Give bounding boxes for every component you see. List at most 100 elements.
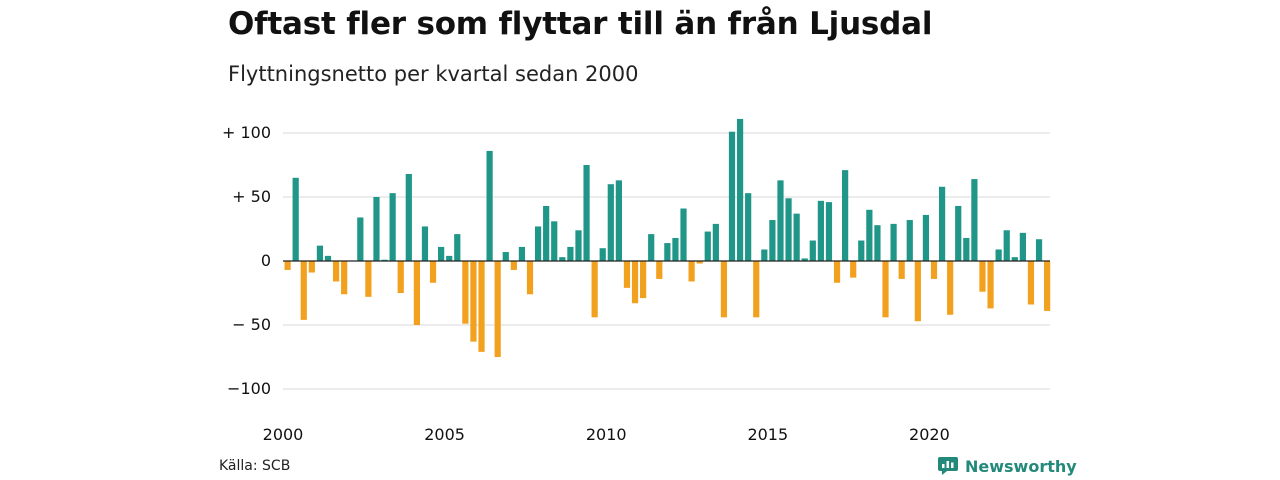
bar <box>365 261 372 297</box>
bar <box>373 197 380 261</box>
bar <box>526 261 534 295</box>
bar <box>769 220 776 261</box>
bar <box>640 261 647 299</box>
bar <box>801 258 808 261</box>
bar <box>793 213 800 261</box>
bar <box>890 223 897 261</box>
bar <box>914 261 921 322</box>
chart-subtitle: Flyttningsnetto per kvartal sedan 2000 <box>228 62 639 86</box>
bar <box>906 220 913 261</box>
bar <box>607 184 614 261</box>
bar <box>1011 257 1018 261</box>
bar <box>664 243 671 261</box>
y-tick-label: − 50 <box>232 315 271 334</box>
bar <box>971 179 978 261</box>
bar <box>615 180 622 261</box>
bar <box>745 193 752 261</box>
y-tick-label: 0 <box>261 251 271 270</box>
bar <box>938 186 946 261</box>
bar <box>947 261 954 315</box>
bar <box>696 261 703 264</box>
bar <box>599 248 606 261</box>
bar <box>688 261 695 282</box>
bar <box>858 240 865 261</box>
source-note: Källa: SCB <box>219 458 291 474</box>
bar <box>728 131 736 261</box>
bar <box>623 261 631 288</box>
bar <box>930 261 938 279</box>
bar <box>922 214 930 261</box>
x-axis-labels: 2000 2005 2010 2015 2020 <box>263 425 950 444</box>
bar <box>405 173 412 261</box>
bar <box>478 261 485 352</box>
bar <box>648 234 655 261</box>
y-tick-label: + 100 <box>222 123 271 142</box>
bar <box>583 165 590 261</box>
bar <box>543 205 550 261</box>
y-tick-label: + 50 <box>232 187 271 206</box>
bar <box>1027 261 1035 305</box>
bar <box>421 226 429 261</box>
bar <box>825 202 833 261</box>
bar <box>300 261 307 320</box>
bar <box>518 246 526 261</box>
brand-name: Newsworthy <box>965 456 1077 476</box>
bar <box>381 259 388 261</box>
bar <box>704 231 711 261</box>
bar <box>898 261 905 279</box>
bar <box>551 221 558 261</box>
bar <box>454 234 461 261</box>
bar <box>753 261 760 318</box>
bar <box>1035 239 1043 261</box>
bar <box>720 261 728 318</box>
bar <box>502 252 509 261</box>
bar <box>438 246 445 261</box>
bar <box>963 237 970 261</box>
x-tick-label: 2000 <box>263 425 304 444</box>
y-tick-label: −100 <box>227 379 271 398</box>
chart-title: Oftast fler som flyttar till än från Lju… <box>228 6 933 42</box>
bar <box>462 261 469 324</box>
bar <box>833 261 841 283</box>
bar <box>397 261 404 293</box>
bar <box>429 261 437 283</box>
bar <box>292 177 299 261</box>
bar <box>1019 232 1026 261</box>
bar <box>785 198 792 261</box>
bar <box>850 261 857 278</box>
y-axis-labels: + 100 + 50 0 − 50 −100 <box>222 123 271 398</box>
bar <box>413 261 420 325</box>
grid-lines <box>283 132 1050 390</box>
bar <box>842 170 849 261</box>
bar <box>559 257 566 261</box>
bar <box>324 255 332 261</box>
bar <box>357 217 364 261</box>
bar <box>680 208 687 261</box>
bar <box>1044 261 1051 311</box>
bar <box>777 180 784 261</box>
x-tick-label: 2005 <box>424 425 465 444</box>
bar <box>987 261 994 309</box>
bar <box>510 261 517 270</box>
bar <box>308 261 315 273</box>
bar <box>486 150 493 261</box>
x-tick-label: 2020 <box>909 425 950 444</box>
bar <box>874 225 881 261</box>
bar <box>817 200 824 261</box>
bars <box>284 118 1051 357</box>
bar <box>712 223 719 261</box>
bar <box>761 249 768 261</box>
brand-logo: Newsworthy <box>937 455 1077 477</box>
bar <box>470 261 477 342</box>
newsworthy-logo-icon <box>938 457 958 475</box>
bar <box>656 261 663 279</box>
x-tick-label: 2015 <box>747 425 788 444</box>
bar <box>284 261 291 270</box>
bar <box>341 261 348 295</box>
bar <box>446 255 453 261</box>
bar <box>316 245 324 261</box>
bar <box>534 226 542 261</box>
bar <box>332 261 340 282</box>
bar <box>575 230 582 261</box>
